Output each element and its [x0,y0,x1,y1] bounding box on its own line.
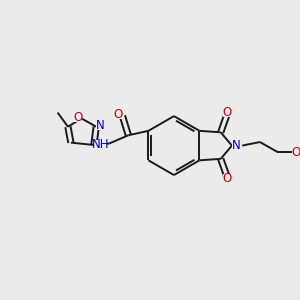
Text: O: O [113,108,123,121]
Bar [94,140,107,148]
Text: N: N [232,139,241,152]
Bar [223,108,232,117]
Text: O: O [223,172,232,185]
Bar [292,148,300,157]
Text: N: N [96,119,105,132]
Bar [96,122,104,130]
Text: O: O [292,146,300,159]
Text: O: O [223,106,232,119]
Bar [114,110,122,119]
Bar [223,174,232,183]
Text: NH: NH [92,138,110,151]
Bar [74,113,82,122]
Text: O: O [73,111,83,124]
Bar [232,141,241,150]
